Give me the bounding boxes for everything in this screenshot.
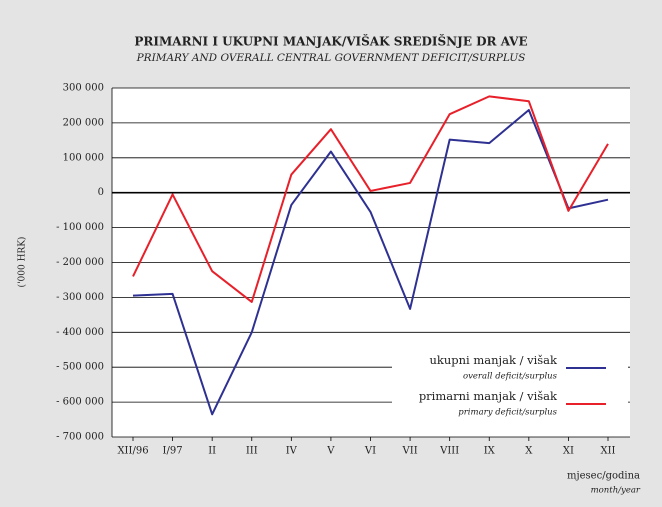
y-tick-label: - 300 000 (56, 292, 104, 303)
legend-label: ukupni manjak / višak (429, 353, 558, 367)
y-tick-label: 100 000 (63, 152, 104, 163)
y-tick-label: - 700 000 (56, 432, 104, 443)
y-tick-label: 200 000 (63, 117, 104, 128)
x-tick-label: II (208, 446, 216, 457)
legend-label: primarni manjak / višak (419, 389, 558, 403)
y-axis-label: ('000 HRK) (17, 237, 28, 288)
y-tick-label: - 600 000 (56, 397, 104, 408)
y-tick-label: - 100 000 (56, 222, 104, 233)
x-tick-label: VIII (439, 446, 459, 457)
x-tick-label: IV (286, 446, 298, 457)
x-tick-label: XII/96 (117, 446, 148, 457)
x-tick-label: XII (600, 446, 615, 457)
y-tick-label: - 400 000 (56, 327, 104, 338)
y-tick-label: - 500 000 (56, 362, 104, 373)
x-tick-label: I/97 (163, 446, 183, 457)
series-line (132, 108, 609, 416)
x-tick-label: IX (484, 446, 496, 457)
y-tick-label: 300 000 (63, 83, 104, 94)
series-line (132, 95, 609, 303)
legend-box (392, 350, 628, 418)
x-tick-label: XI (563, 446, 574, 457)
legend-sublabel: overall deficit/surplus (463, 372, 558, 382)
chart-subtitle: PRIMARY AND OVERALL CENTRAL GOVERNMENT D… (136, 52, 526, 64)
x-axis-label: mjesec/godina (567, 471, 640, 482)
y-tick-label: - 200 000 (56, 257, 104, 268)
x-tick-label: X (525, 446, 533, 457)
x-tick-label: VII (402, 446, 418, 457)
x-axis-label-en: month/year (591, 486, 641, 496)
chart-title: PRIMARNI I UKUPNI MANJAK/VIŠAK SREDIŠNJE… (134, 33, 527, 49)
y-tick-label: 0 (98, 187, 104, 198)
legend-sublabel: primary deficit/surplus (458, 408, 557, 418)
x-tick-label: VI (364, 446, 376, 457)
x-tick-label: V (326, 446, 335, 457)
x-tick-label: III (246, 446, 258, 457)
